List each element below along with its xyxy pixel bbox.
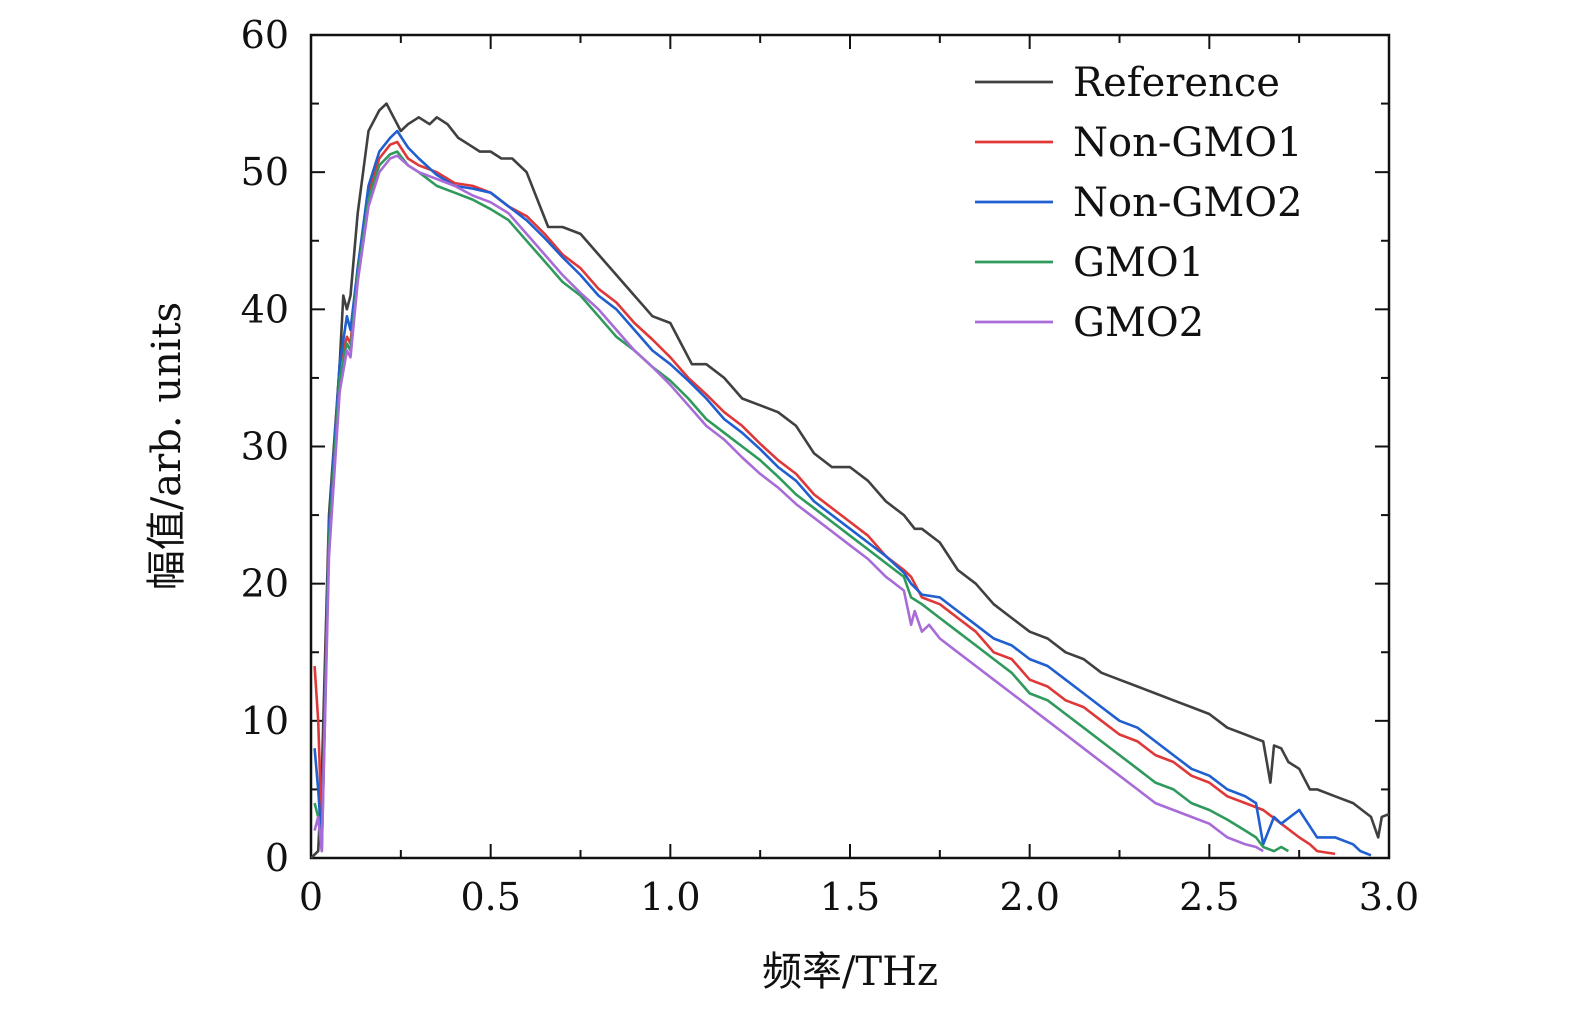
y-tick-label: 10	[241, 699, 289, 743]
x-tick-label: 1.0	[640, 875, 700, 919]
series-layer	[310, 102, 1390, 859]
legend-label: Non-GMO2	[1073, 180, 1303, 226]
series-line-reference	[310, 102, 1390, 859]
y-tick-label: 30	[241, 425, 289, 469]
series-line-non-gmo1	[313, 140, 1336, 856]
series-line-gmo2	[313, 154, 1264, 853]
x-tick-label: 1.5	[820, 875, 880, 919]
x-axis: 0 0.5 1.0 1.5 2.0 2.5 3.0	[299, 35, 1419, 919]
x-tick-label: 2.5	[1179, 875, 1239, 919]
y-tick-label: 0	[265, 836, 289, 880]
y-axis-label: 幅值/arb. units	[144, 302, 190, 590]
x-tick-label: 0	[299, 875, 323, 919]
legend-label: Non-GMO1	[1073, 120, 1303, 166]
series-line-gmo1	[313, 150, 1290, 853]
y-tick-label: 60	[241, 13, 289, 57]
series-line-non-gmo2	[313, 129, 1372, 857]
x-tick-label: 0.5	[460, 875, 520, 919]
x-tick-label: 3.0	[1359, 875, 1419, 919]
y-axis: 0 10 20 30 40 50 60	[241, 13, 1389, 880]
x-tick-label: 2.0	[999, 875, 1059, 919]
legend-label: Reference	[1073, 60, 1280, 106]
legend-label: GMO2	[1073, 300, 1204, 346]
y-tick-label: 20	[241, 562, 289, 606]
legend-label: GMO1	[1073, 240, 1204, 286]
y-tick-label: 50	[241, 150, 289, 194]
x-axis-label: 频率/THz	[762, 949, 938, 995]
y-tick-label: 40	[241, 287, 289, 331]
legend: Reference Non-GMO1 Non-GMO2 GMO1 GMO2	[975, 60, 1303, 346]
